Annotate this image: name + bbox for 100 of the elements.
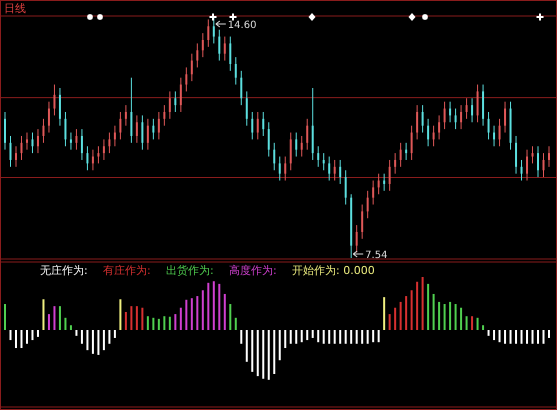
bar <box>196 296 198 330</box>
candlestick <box>449 101 452 123</box>
bar <box>432 294 435 330</box>
bar <box>262 330 264 379</box>
bar <box>322 330 325 344</box>
bar <box>158 318 160 330</box>
candlestick <box>537 146 540 178</box>
bar <box>300 330 303 342</box>
chart-title: 日线 <box>4 2 26 15</box>
candlestick <box>388 159 391 192</box>
bar <box>251 330 254 372</box>
bar <box>526 330 528 344</box>
bar <box>444 304 446 330</box>
candlestick <box>306 118 308 150</box>
candlestick <box>102 138 105 160</box>
candlestick <box>526 149 528 182</box>
bar <box>400 302 402 330</box>
bar <box>185 300 188 330</box>
bar <box>218 284 220 330</box>
candlestick <box>246 90 248 126</box>
candlestick <box>416 104 418 140</box>
bar <box>273 330 276 374</box>
bar <box>9 330 12 340</box>
candlestick <box>366 190 369 219</box>
bar <box>284 330 286 348</box>
candlestick <box>262 111 264 136</box>
candlestick <box>300 135 303 158</box>
candlestick <box>361 204 364 240</box>
candlestick <box>488 111 490 140</box>
bar <box>97 330 100 355</box>
candlestick <box>229 36 232 72</box>
candlestick <box>136 114 138 144</box>
bar <box>312 330 314 338</box>
bar <box>383 297 386 330</box>
candlestick <box>20 135 22 160</box>
candlestick <box>207 18 210 48</box>
candlestick <box>26 132 28 150</box>
candlestick <box>86 146 88 171</box>
bar <box>532 330 534 344</box>
bar <box>240 330 242 344</box>
candlestick <box>515 135 518 174</box>
bar <box>136 306 138 330</box>
candlestick <box>53 84 56 116</box>
candlestick <box>471 98 474 123</box>
bar <box>70 325 72 330</box>
bar <box>328 330 330 344</box>
bar <box>356 330 358 344</box>
bar <box>498 330 501 342</box>
candlestick <box>251 111 254 140</box>
bar <box>493 330 496 340</box>
candlestick <box>454 108 457 130</box>
candlestick <box>130 77 132 144</box>
candlestick <box>92 149 94 171</box>
candlestick <box>141 114 144 150</box>
candlestick <box>383 173 386 192</box>
candlestick <box>108 132 110 154</box>
candlestick <box>124 104 127 126</box>
bar <box>510 330 512 344</box>
candlestick <box>273 142 276 171</box>
bar <box>295 330 298 344</box>
candlestick <box>356 224 358 254</box>
candlestick <box>498 118 501 147</box>
bar <box>520 330 523 344</box>
candlestick <box>75 128 78 150</box>
candlestick <box>278 156 281 182</box>
bar <box>427 284 430 330</box>
bar <box>344 330 347 344</box>
candlestick <box>466 98 468 120</box>
candlestick <box>394 152 396 174</box>
candlestick <box>158 111 160 140</box>
bar <box>229 304 232 330</box>
candlestick <box>31 132 34 154</box>
candlestick <box>493 125 496 147</box>
bar <box>466 316 468 330</box>
bar <box>190 298 193 330</box>
candlestick <box>58 87 61 126</box>
candlestick <box>372 180 374 206</box>
candlestick <box>168 90 171 120</box>
candlestick <box>438 114 440 140</box>
candlestick <box>163 104 166 126</box>
candlestick <box>339 159 342 184</box>
candlestick <box>328 156 330 182</box>
candlestick <box>190 53 193 82</box>
bar <box>42 299 44 330</box>
bar <box>394 308 396 330</box>
candlestick <box>224 36 226 62</box>
candlestick <box>48 101 50 134</box>
bar <box>350 330 352 344</box>
bar <box>388 314 391 330</box>
bar <box>174 314 176 330</box>
bar <box>146 316 149 330</box>
candlestick <box>14 146 17 168</box>
bar <box>366 330 369 344</box>
bar <box>422 277 424 330</box>
candlestick <box>152 118 154 140</box>
bar <box>130 306 132 330</box>
candlestick <box>422 104 424 134</box>
candlestick <box>97 146 100 164</box>
bar <box>482 325 484 330</box>
bar <box>438 302 440 330</box>
